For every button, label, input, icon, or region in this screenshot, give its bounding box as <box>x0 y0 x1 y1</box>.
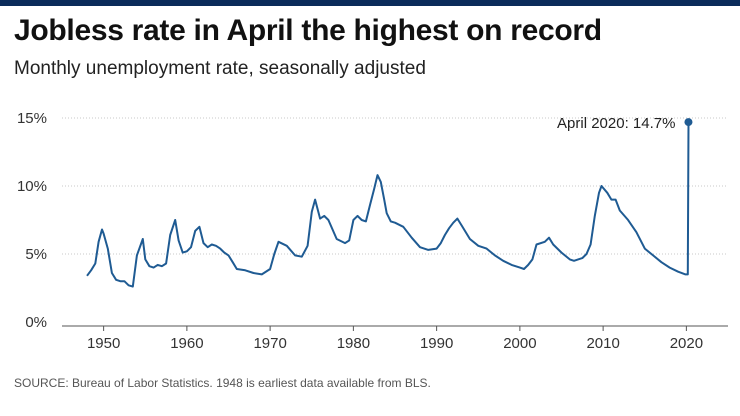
y-tick-label: 5% <box>25 246 47 263</box>
x-tick-label: 2000 <box>503 335 536 352</box>
annotation-layer: April 2020: 14.7% <box>557 115 693 132</box>
chart-subtitle: Monthly unemployment rate, seasonally ad… <box>14 58 426 79</box>
x-tick-label: 1980 <box>337 335 370 352</box>
chart-title: Jobless rate in April the highest on rec… <box>14 14 602 47</box>
unemployment-rate-line <box>86 122 690 288</box>
x-tick-label: 1960 <box>170 335 203 352</box>
x-tick-label: 1990 <box>420 335 453 352</box>
y-tick-label: 15% <box>17 110 47 127</box>
x-tick-label: 2010 <box>586 335 619 352</box>
axis-layer: 0% 5% 10% 15% 1950 1960 1970 1980 1990 2000 2010 20… <box>17 110 728 352</box>
grid-layer <box>62 117 728 255</box>
april-2020-peak-point <box>684 118 693 127</box>
x-tick-label: 1970 <box>253 335 286 352</box>
y-tick-label: 10% <box>17 178 47 195</box>
x-tick-label: 1950 <box>87 335 120 352</box>
top-accent-bar <box>0 0 740 6</box>
y-tick-label: 0% <box>25 314 47 331</box>
source-note: SOURCE: Bureau of Labor Statistics. 1948… <box>14 376 431 390</box>
x-tick-label: 2020 <box>670 335 703 352</box>
april-2020-annotation-label: April 2020: 14.7% <box>557 115 675 132</box>
series-layer <box>86 122 690 288</box>
